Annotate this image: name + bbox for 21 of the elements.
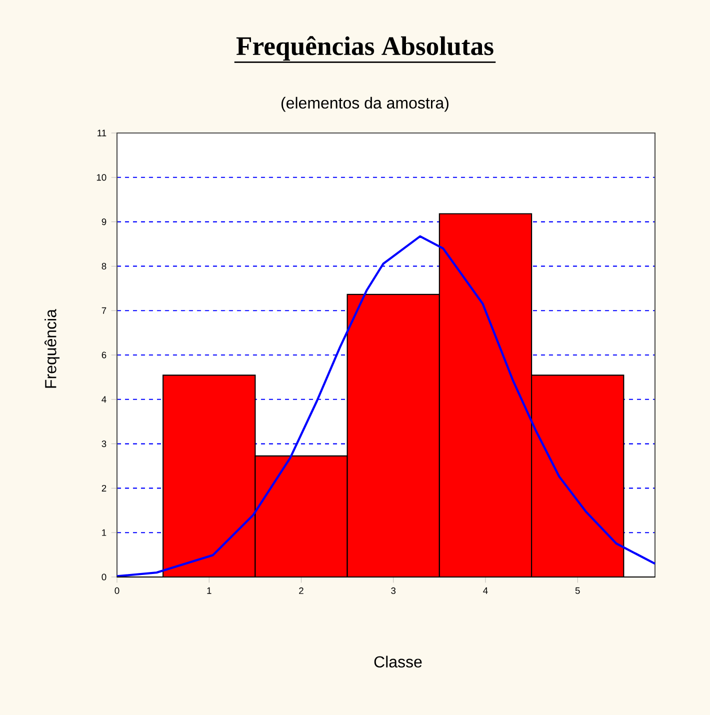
x-tick-label: 0 xyxy=(114,587,120,594)
y-tick-label: 1 xyxy=(102,529,106,536)
x-tick-label: 1 xyxy=(207,587,212,594)
y-tick-label: 9 xyxy=(102,218,106,226)
y-tick-label: 2 xyxy=(102,484,106,492)
x-axis-title: Classe xyxy=(374,656,422,668)
x-tick-label: 4 xyxy=(483,587,488,594)
y-tick-label: 0 xyxy=(102,574,106,580)
x-tick-label: 5 xyxy=(575,587,580,594)
y-tick-label: 6 xyxy=(102,352,106,358)
x-tick-label: 2 xyxy=(299,587,304,594)
chart-title: Frequências Absolutas xyxy=(236,36,494,61)
y-axis-title: Frequência xyxy=(44,309,60,388)
y-tick-label: 7 xyxy=(102,307,106,314)
y-tick-label: 11 xyxy=(98,130,106,136)
x-tick-label: 3 xyxy=(391,587,396,594)
y-tick-label: 8 xyxy=(102,262,106,270)
chart-subtitle: (elementos da amostra) xyxy=(282,96,448,112)
y-tick-label: 3 xyxy=(102,440,106,448)
y-tick-label: 10 xyxy=(96,174,106,181)
y-tick-label: 4 xyxy=(102,396,106,403)
